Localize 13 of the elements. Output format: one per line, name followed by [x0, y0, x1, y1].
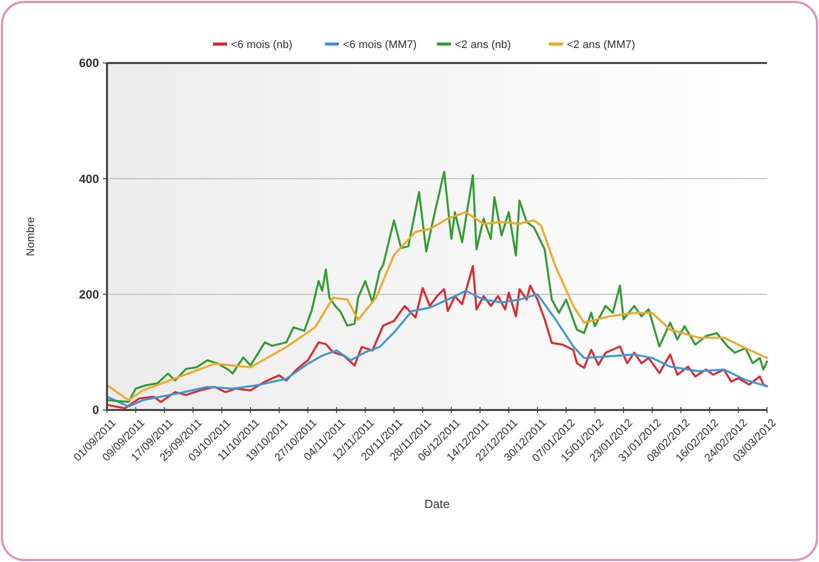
- y-tick-label: 0: [92, 403, 100, 418]
- legend-label: <6 mois (MM7): [343, 38, 417, 51]
- line-series: [106, 290, 768, 408]
- line-series: [106, 211, 768, 402]
- legend-label: <2 ans (MM7): [567, 38, 636, 51]
- y-tick-label: 400: [78, 172, 100, 186]
- y-tick-label: 600: [78, 56, 100, 70]
- legend-label: <6 mois (nb): [231, 38, 292, 51]
- x-axis-title: Date: [424, 497, 450, 511]
- legend-label: <2 ans (nb): [455, 38, 511, 51]
- line-series: [106, 170, 768, 403]
- y-tick-label: 200: [78, 288, 100, 302]
- y-axis-title: Nombre: [25, 216, 37, 256]
